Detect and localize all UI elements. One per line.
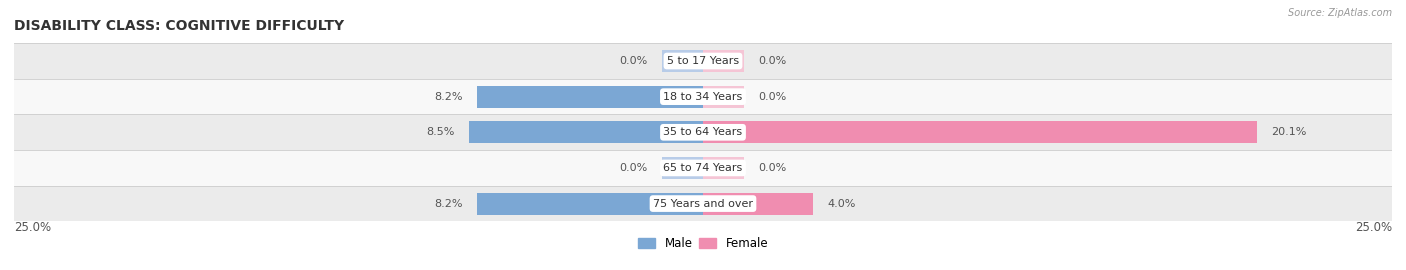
Bar (14, 79, 1392, 114)
Text: 0.0%: 0.0% (758, 92, 786, 102)
Text: 25.0%: 25.0% (14, 221, 51, 234)
Text: 18 to 34 Years: 18 to 34 Years (664, 92, 742, 102)
Bar (662, 50, 703, 72)
Text: 35 to 64 Years: 35 to 64 Years (664, 127, 742, 137)
Bar (14, 186, 1392, 221)
Text: 20.1%: 20.1% (1271, 127, 1306, 137)
Text: 8.5%: 8.5% (426, 127, 456, 137)
Bar (703, 157, 744, 179)
Bar (477, 193, 703, 215)
Bar (703, 121, 1257, 143)
Bar (14, 114, 1392, 150)
Text: 75 Years and over: 75 Years and over (652, 198, 754, 209)
Text: 0.0%: 0.0% (620, 56, 648, 66)
Text: 0.0%: 0.0% (620, 163, 648, 173)
Bar (14, 150, 1392, 186)
Bar (703, 86, 744, 108)
Text: 8.2%: 8.2% (434, 198, 463, 209)
Text: 0.0%: 0.0% (758, 163, 786, 173)
Bar (703, 193, 813, 215)
Text: 0.0%: 0.0% (758, 56, 786, 66)
Text: 65 to 74 Years: 65 to 74 Years (664, 163, 742, 173)
Text: 4.0%: 4.0% (827, 198, 855, 209)
Bar (662, 157, 703, 179)
Text: 8.2%: 8.2% (434, 92, 463, 102)
Bar (477, 86, 703, 108)
Text: 25.0%: 25.0% (1355, 221, 1392, 234)
Bar (14, 43, 1392, 79)
Text: 5 to 17 Years: 5 to 17 Years (666, 56, 740, 66)
Text: Source: ZipAtlas.com: Source: ZipAtlas.com (1288, 8, 1392, 18)
Legend: Male, Female: Male, Female (633, 232, 773, 255)
Bar (468, 121, 703, 143)
Text: DISABILITY CLASS: COGNITIVE DIFFICULTY: DISABILITY CLASS: COGNITIVE DIFFICULTY (14, 19, 344, 32)
Bar (703, 50, 744, 72)
